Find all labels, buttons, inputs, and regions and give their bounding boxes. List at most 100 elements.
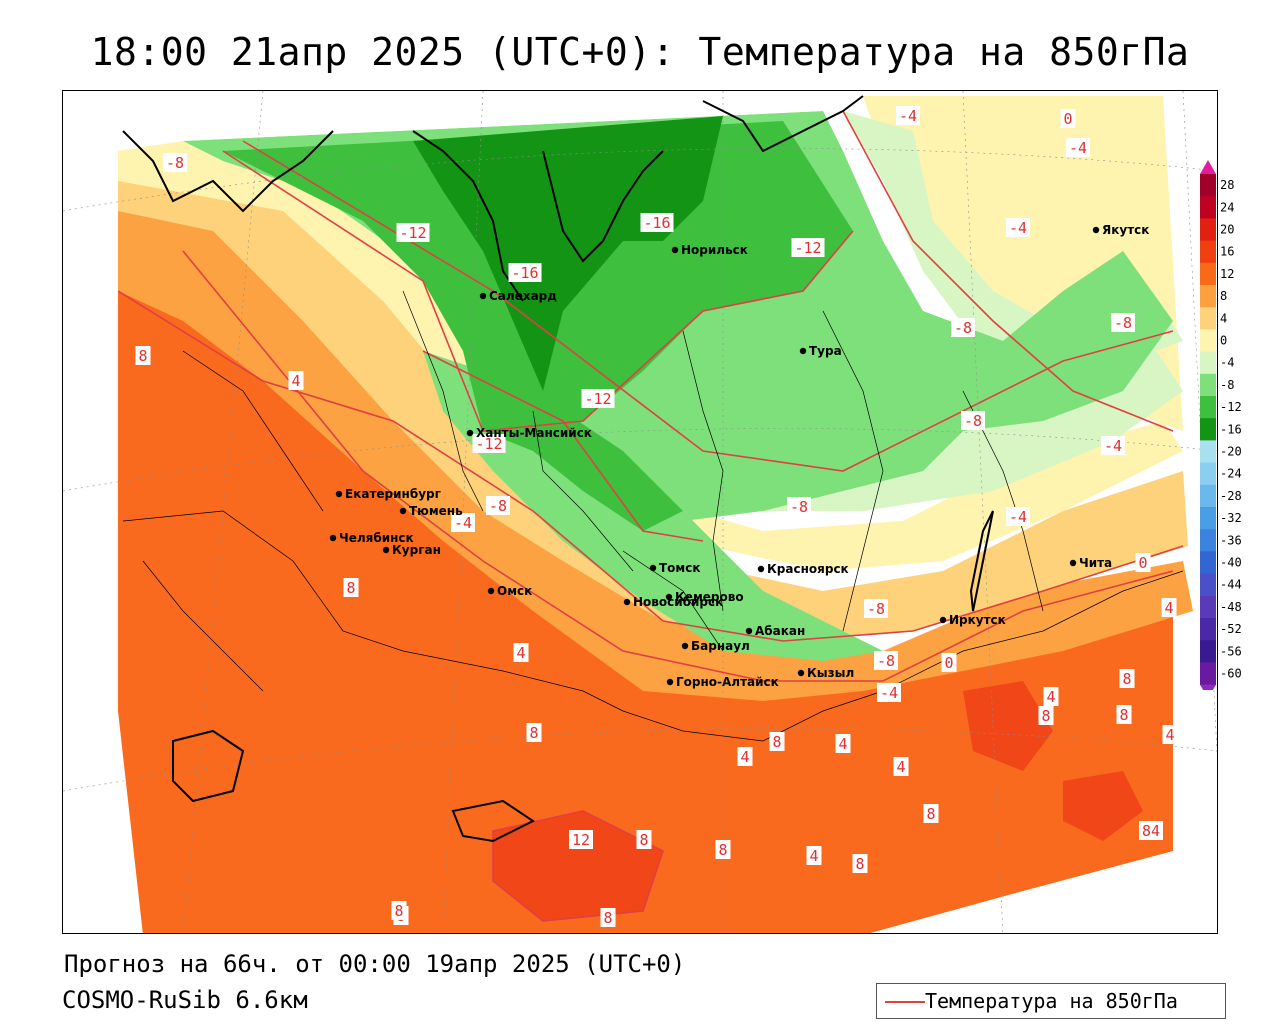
svg-text:-4: -4 [1104,437,1122,455]
svg-text:-16: -16 [511,264,538,282]
colorbar-segment [1200,285,1216,308]
colorbar-tick-label: -20 [1220,445,1242,459]
city-marker[interactable]: Норильск [671,243,748,257]
colorbar-tick-label: -52 [1220,622,1242,636]
svg-text:12: 12 [572,831,590,849]
isoline-label: -4 [877,683,901,702]
svg-text:8: 8 [346,579,355,597]
isoline-label: 8 [135,346,151,365]
city-label: Кызыл [807,666,854,680]
isoline-label: -12 [581,389,615,408]
svg-text:8: 8 [926,805,935,823]
colorbar-tick-label: -16 [1220,422,1242,436]
map-panel[interactable]: -8 -12 -16 -16 -12 -4 0 -4 -4 -8 -8 8 4 -12 -12 -8 -4 -8-… [62,90,1218,934]
isoline-label: 8 [636,830,652,849]
svg-text:8: 8 [603,909,612,927]
city-label: Екатеринбург [345,487,441,501]
colorbar-tick-label: -36 [1220,533,1242,547]
svg-text:4: 4 [740,748,749,766]
city-dot [623,598,631,606]
temperature-colorbar: 28 24 20 16 12 8 4 0 -4 -8 -12 -16 -20 -24 -28 -32 -36 -4… [1200,160,1242,690]
city-marker[interactable]: Новосибирск [623,595,723,609]
colorbar-segment [1200,529,1216,552]
isoline-label: 4 [1161,598,1177,617]
city-marker[interactable]: Курган [382,543,441,557]
svg-text:8: 8 [1122,670,1131,688]
isoline-label: -16 [508,263,542,282]
svg-text:84: 84 [1142,822,1160,840]
colorbar-tick-label: 0 [1220,334,1227,348]
city-marker[interactable]: Ханты-Мансийск [466,426,592,440]
svg-text:4: 4 [838,735,847,753]
city-marker[interactable]: Екатеринбург [335,487,441,501]
city-marker[interactable]: Кызыл [797,666,854,680]
city-label: Курган [392,543,441,557]
svg-text:0: 0 [1138,554,1147,572]
isoline-label: -4 [1101,436,1125,455]
city-label: Норильск [681,243,748,257]
isoline-label: 0 [941,653,957,672]
city-label: Челябинск [339,531,414,545]
city-marker[interactable]: Барнаул [681,639,750,653]
city-marker[interactable]: Челябинск [329,531,414,545]
city-marker[interactable]: Кемерово [665,590,744,604]
isoline-label: 12 [569,830,593,849]
svg-text:-4: -4 [899,107,917,125]
colorbar-tick-label: 20 [1220,223,1234,237]
colorbar-segment [1200,196,1216,219]
colorbar-tick-label: 4 [1220,311,1227,325]
colorbar-segment [1200,440,1216,464]
city-marker[interactable]: Абакан [745,624,805,638]
city-label: Салехард [489,289,557,303]
svg-text:-8: -8 [1114,314,1132,332]
isoline-label: -4 [451,513,475,532]
city-marker[interactable]: Горно-Алтайск [666,675,779,689]
city-marker[interactable]: Иркутск [939,613,1006,627]
isoline-label: 8 [343,578,359,597]
colorbar-segment [1200,507,1216,530]
svg-text:-8: -8 [964,412,982,430]
colorbar-segment [1200,462,1216,486]
colorbar-segment [1200,240,1216,264]
page-title: 18:00 21апр 2025 (UTC+0): Температура на… [90,30,1190,74]
city-dot [649,564,657,572]
svg-text:4: 4 [809,847,818,865]
isoline-label: -8 [163,153,187,172]
city-dot [466,429,474,437]
svg-text:-12: -12 [794,239,821,257]
isoline-label: 4 [1162,725,1178,744]
city-marker[interactable]: Салехард [479,289,557,303]
colorbar-tick-label: -56 [1220,644,1242,658]
colorbar-segment [1200,640,1216,663]
city-label: Тюмень [409,504,463,518]
city-dot [487,587,495,595]
colorbar-tick-label: -48 [1220,600,1242,614]
city-marker[interactable]: Тура [799,344,842,358]
isoline-label: 8 [852,854,868,873]
isoline-label: -4 [1006,507,1030,526]
svg-text:-4: -4 [1009,219,1027,237]
city-dot [382,546,390,554]
colorbar-segment [1200,595,1216,619]
colorbar-segment [1200,329,1216,353]
city-label: Барнаул [691,639,750,653]
isoline-label: -4 [896,106,920,125]
city-marker[interactable]: Тюмень [399,504,463,518]
isoline-label: 0 [1135,553,1151,572]
isoline-label: -4 [1066,138,1090,157]
isoline-label: -8 [486,496,510,515]
svg-text:0: 0 [944,654,953,672]
city-marker[interactable]: Якутск [1092,223,1150,237]
legend-label: Температура на 850гПа [925,989,1178,1013]
temperature-map[interactable]: -8-12-16-16-12-4 0-4-4-8 -884-12-12-8-4-8-… [63,91,1218,934]
svg-text:-8: -8 [867,600,885,618]
city-marker[interactable]: Томск [649,561,701,575]
colorbar-tick-label: -4 [1220,356,1234,370]
city-dot [665,593,673,601]
city-marker[interactable]: Чита [1069,556,1112,570]
city-dot [757,565,765,573]
svg-text:-8: -8 [954,319,972,337]
city-marker[interactable]: Красноярск [757,562,849,576]
city-marker[interactable]: Омск [487,584,532,598]
colorbar-segment [1200,307,1216,330]
